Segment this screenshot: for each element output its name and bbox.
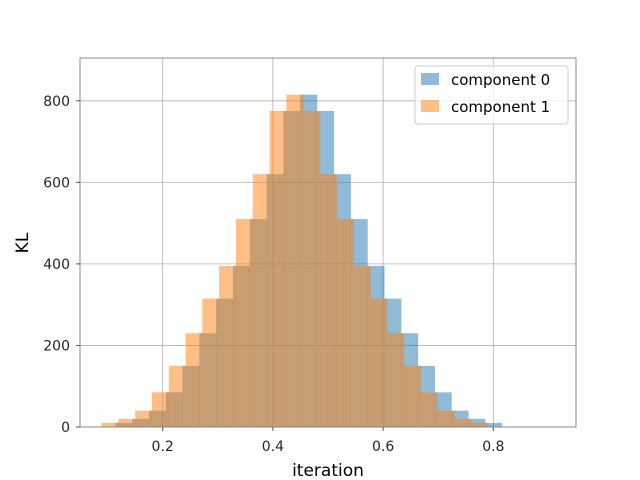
y-tick-label: 800 — [43, 94, 70, 110]
axis-ticks: 0.2 0.4 0.6 0.8 0 200 400 600 800 — [43, 94, 504, 455]
histogram-bar — [101, 422, 119, 427]
histogram-bar — [202, 298, 220, 427]
histogram-bar — [286, 94, 304, 427]
series-component-1 — [101, 94, 489, 427]
x-tick-label: 0.6 — [372, 439, 394, 455]
legend-box — [414, 65, 569, 125]
y-tick-label: 400 — [43, 257, 70, 273]
legend-swatch-component-0 — [421, 73, 439, 85]
histogram-bar — [320, 174, 338, 427]
y-axis-label: KL — [13, 232, 33, 253]
histogram-bar — [485, 422, 503, 427]
histogram-bar — [420, 392, 438, 427]
legend-label-component-0: component 0 — [451, 71, 550, 89]
legend: component 0 component 1 — [414, 65, 569, 125]
histogram-bar — [387, 333, 405, 427]
histogram-bar — [269, 111, 287, 427]
legend-label-component-1: component 1 — [451, 98, 550, 116]
legend-swatch-component-1 — [421, 100, 439, 112]
histogram-bar — [118, 418, 136, 427]
histogram-bar — [135, 410, 153, 427]
histogram-bar — [454, 418, 472, 427]
y-tick-label: 600 — [43, 175, 70, 191]
histogram-bar — [303, 111, 321, 427]
histogram-bar — [185, 333, 203, 427]
histogram-bar — [370, 298, 388, 427]
histogram-bar — [219, 265, 237, 427]
x-axis-label: iteration — [292, 461, 364, 480]
histogram-bar — [471, 422, 489, 427]
y-tick-label: 0 — [61, 420, 70, 436]
x-tick-label: 0.2 — [152, 439, 174, 455]
x-tick-label: 0.4 — [262, 439, 284, 455]
histogram-bar — [404, 365, 422, 427]
histogram-bars — [101, 94, 503, 427]
histogram-bar — [168, 365, 186, 427]
histogram-bar — [252, 174, 270, 427]
histogram-bar — [151, 392, 170, 427]
histogram-bar — [336, 219, 354, 427]
y-tick-label: 200 — [43, 338, 70, 354]
histogram-bar — [235, 219, 254, 427]
x-tick-label: 0.8 — [482, 439, 504, 455]
plot-frame — [79, 57, 577, 428]
histogram-bar — [437, 410, 455, 427]
histogram-bar — [353, 265, 371, 427]
